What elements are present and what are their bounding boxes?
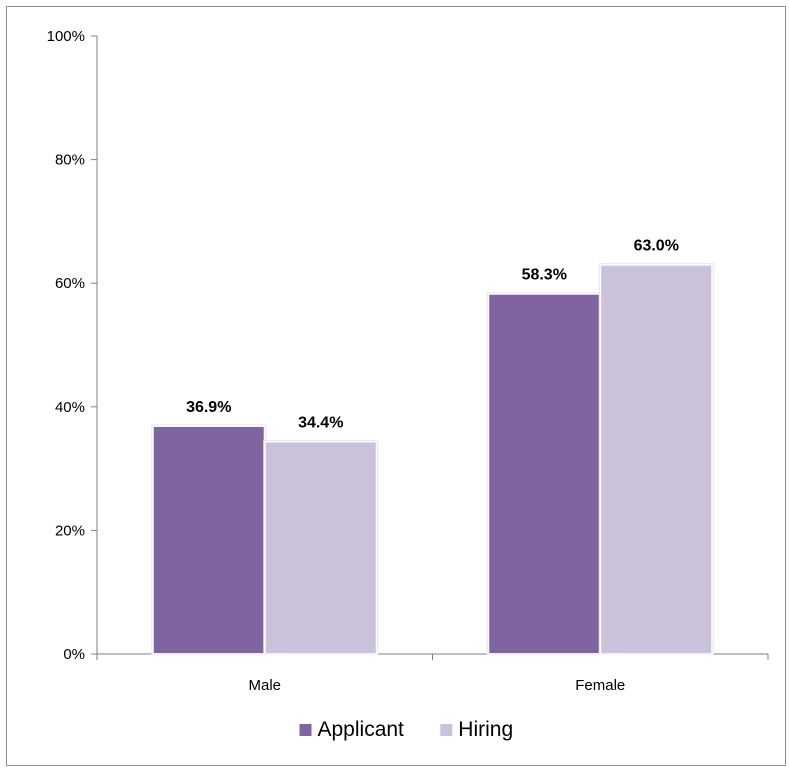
y-tick-label: 80%	[55, 152, 85, 169]
y-tick-label: 100%	[47, 28, 85, 45]
data-label: 58.3%	[522, 267, 567, 284]
data-label: 63.0%	[634, 238, 679, 255]
y-tick-label: 0%	[63, 646, 85, 663]
y-tick-label: 60%	[55, 275, 85, 292]
legend-swatch-applicant	[299, 724, 312, 736]
x-tick-label: Female	[575, 677, 625, 694]
bar-shadow	[598, 263, 714, 655]
bar-hiring-male	[263, 440, 378, 655]
bars	[151, 263, 714, 656]
bar-applicant-male	[151, 424, 266, 656]
data-label: 36.9%	[186, 399, 231, 416]
legend-label-hiring: Hiring	[458, 718, 513, 741]
legend: Applicant Hiring	[299, 718, 513, 741]
legend-label-applicant: Applicant	[318, 718, 405, 741]
data-label: 34.4%	[298, 414, 343, 431]
y-tick-label: 40%	[55, 399, 85, 416]
legend-swatch-hiring	[440, 724, 453, 736]
data-labels: 36.9% 58.3% 34.4% 63.0%	[186, 238, 679, 432]
x-tick-label: Male	[248, 677, 281, 694]
bar-applicant-female	[487, 292, 602, 655]
bar-hiring-female	[599, 263, 714, 655]
y-tick-label: 20%	[55, 522, 85, 539]
bar-shadow	[263, 439, 379, 655]
